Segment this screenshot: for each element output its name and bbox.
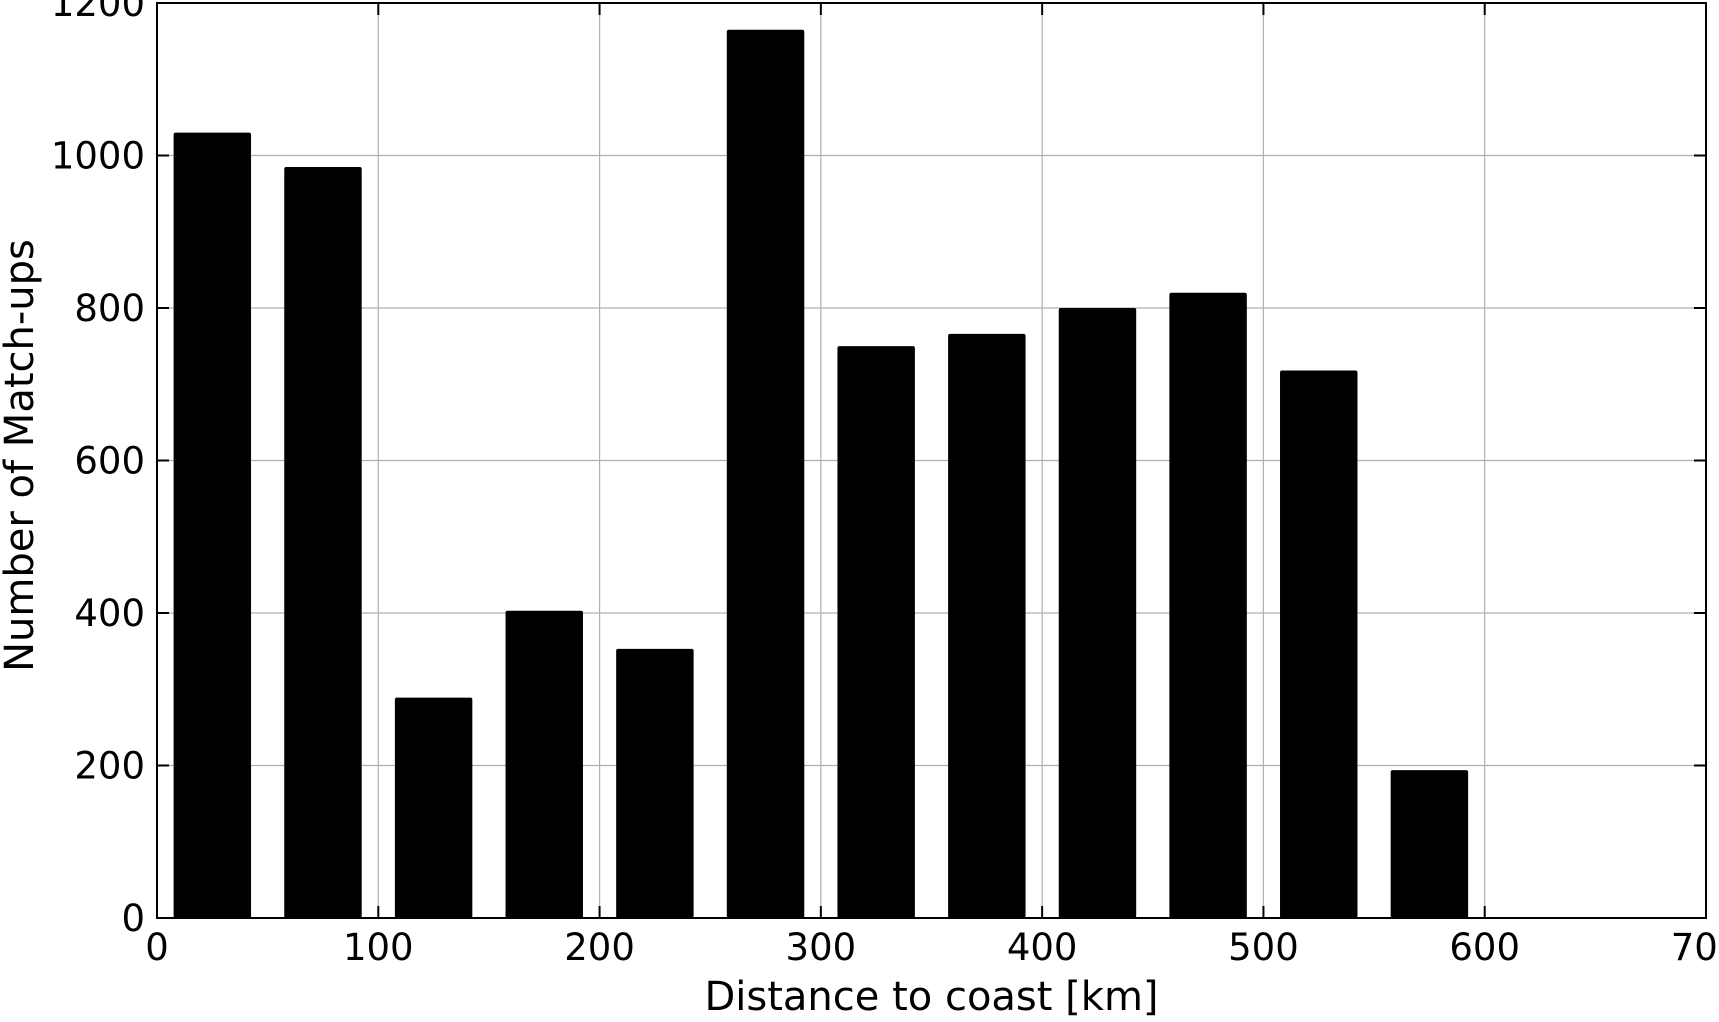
bar-125km <box>394 697 473 918</box>
bar-375km <box>948 333 1026 918</box>
x-tick-label-500: 500 <box>1228 926 1299 969</box>
bar-425km <box>1058 308 1137 918</box>
y-tick-label-400: 400 <box>74 592 145 635</box>
bars <box>173 29 1469 918</box>
bar-225km <box>616 648 694 918</box>
x-axis-title: Distance to coast [km] <box>704 974 1158 1020</box>
y-axis-title: Number of Match-ups <box>0 239 43 672</box>
bar-575km <box>1390 770 1469 918</box>
bar-525km <box>1280 370 1358 918</box>
y-tick-labels: 0 200 400 600 800 1000 1200 <box>51 0 145 940</box>
x-tick-label-400: 400 <box>1007 926 1078 969</box>
bar-75km <box>284 166 362 918</box>
bar-25km <box>173 132 252 918</box>
x-tick-labels: 0 100 200 300 400 500 600 700 <box>145 926 1719 969</box>
bar-475km <box>1169 292 1247 918</box>
bar-275km <box>726 29 805 918</box>
bar-175km <box>505 610 583 918</box>
x-tick-label-600: 600 <box>1449 926 1520 969</box>
bar-325km <box>837 346 915 918</box>
grid-lines <box>157 3 1706 918</box>
x-tick-label-0: 0 <box>145 926 169 969</box>
y-tick-label-1200: 1200 <box>51 0 145 25</box>
x-tick-label-700: 700 <box>1671 926 1719 969</box>
y-tick-label-200: 200 <box>74 745 145 788</box>
y-tick-label-0: 0 <box>121 897 145 940</box>
x-tick-label-100: 100 <box>343 926 414 969</box>
y-tick-label-800: 800 <box>74 287 145 330</box>
y-tick-label-600: 600 <box>74 440 145 483</box>
x-tick-label-200: 200 <box>564 926 635 969</box>
y-tick-label-1000: 1000 <box>51 135 145 178</box>
x-tick-label-300: 300 <box>786 926 857 969</box>
plot-frame <box>156 2 1707 919</box>
